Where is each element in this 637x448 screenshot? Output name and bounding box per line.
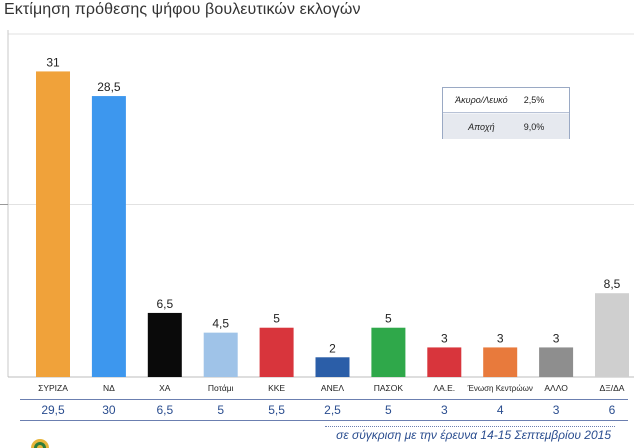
data-label: 3 — [553, 331, 560, 345]
data-label: 5 — [385, 312, 392, 326]
bar — [595, 293, 629, 377]
x-tick-label: ΔΞ/ΔΑ — [600, 383, 625, 393]
x-tick-label: ΝΔ — [103, 383, 115, 393]
invalid-blank-value: 2,5% — [523, 95, 545, 105]
footnote-divider — [325, 426, 615, 427]
invalid-blank-row: Άκυρο/Λευκό 2,5% — [443, 88, 569, 113]
bar — [315, 357, 350, 377]
x-tick-label: ΠΑΣΟΚ — [374, 383, 404, 393]
bar — [91, 96, 126, 378]
x-tick-label: Ποτάμι — [208, 383, 234, 393]
data-label: 8,5 — [604, 277, 621, 291]
data-label: 4,5 — [212, 317, 229, 331]
data-label: 2 — [329, 341, 336, 355]
bar — [427, 347, 462, 377]
comparison-value: 2,5 — [324, 403, 341, 417]
data-label: 3 — [441, 331, 448, 345]
comparison-value: 30 — [102, 403, 116, 417]
bar — [371, 327, 406, 377]
comparison-value: 5 — [217, 403, 225, 417]
x-tick-label: ΑΛΛΟ — [544, 383, 568, 393]
bar — [539, 347, 574, 377]
data-label: 5 — [273, 312, 280, 326]
comparison-value: 3 — [440, 403, 448, 417]
data-label: 6,5 — [156, 297, 173, 311]
comparison-value: 3 — [552, 403, 560, 417]
x-tick-label: ΚΚΕ — [268, 383, 285, 393]
bar — [147, 312, 182, 377]
comparison-value: 5 — [385, 403, 392, 417]
abstention-row: Αποχή 9,0% — [443, 114, 569, 139]
x-tick-label: ΑΝΕΛ — [321, 383, 344, 393]
invalid-abstention-box: Άκυρο/Λευκό 2,5% Αποχή 9,0% — [442, 87, 570, 139]
bar — [36, 71, 70, 377]
invalid-blank-label: Άκυρο/Λευκό — [455, 95, 508, 105]
bar — [259, 327, 294, 377]
x-tick-label: ΛΑ.Ε. — [433, 383, 455, 393]
comparison-row: 29,5 30 6,5 5 5,5 2,5 5 3 4 3 6 — [20, 399, 628, 421]
x-tick-label: ΣΥΡΙΖΑ — [38, 383, 68, 393]
comparison-value: 4 — [496, 403, 504, 417]
chart-title: Εκτίμηση πρόθεσης ψήφου βουλευτικών εκλο… — [4, 1, 361, 18]
bar — [483, 347, 518, 377]
bar — [203, 332, 238, 377]
abstention-label: Αποχή — [468, 121, 495, 132]
x-tick-label: ΧΑ — [159, 383, 171, 393]
data-label: 3 — [497, 331, 504, 345]
logo-icon — [30, 432, 64, 448]
abstention-value: 9,0% — [523, 121, 545, 132]
comparison-value: 6 — [608, 403, 616, 417]
comparison-value: 6,5 — [156, 403, 174, 417]
data-label: 31 — [46, 55, 60, 69]
comparison-value: 29,5 — [41, 403, 65, 417]
comparison-footnote: σε σύγκριση με την έρευνα 14-15 Σεπτεμβρ… — [336, 428, 611, 442]
comparison-value: 5,5 — [268, 403, 285, 417]
x-tick-label: Ένωση Κεντρώων — [467, 384, 533, 393]
data-label: 28,5 — [97, 80, 121, 94]
